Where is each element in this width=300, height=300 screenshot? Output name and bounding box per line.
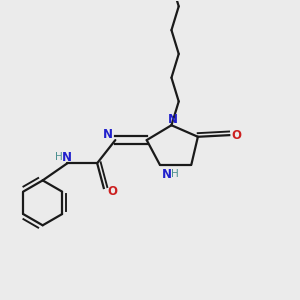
Text: N: N	[162, 168, 172, 181]
Text: H: H	[55, 152, 63, 162]
Text: N: N	[168, 113, 178, 126]
Text: H: H	[171, 169, 178, 179]
Text: O: O	[232, 129, 242, 142]
Text: N: N	[103, 128, 113, 141]
Text: O: O	[107, 185, 117, 198]
Text: N: N	[61, 151, 71, 164]
